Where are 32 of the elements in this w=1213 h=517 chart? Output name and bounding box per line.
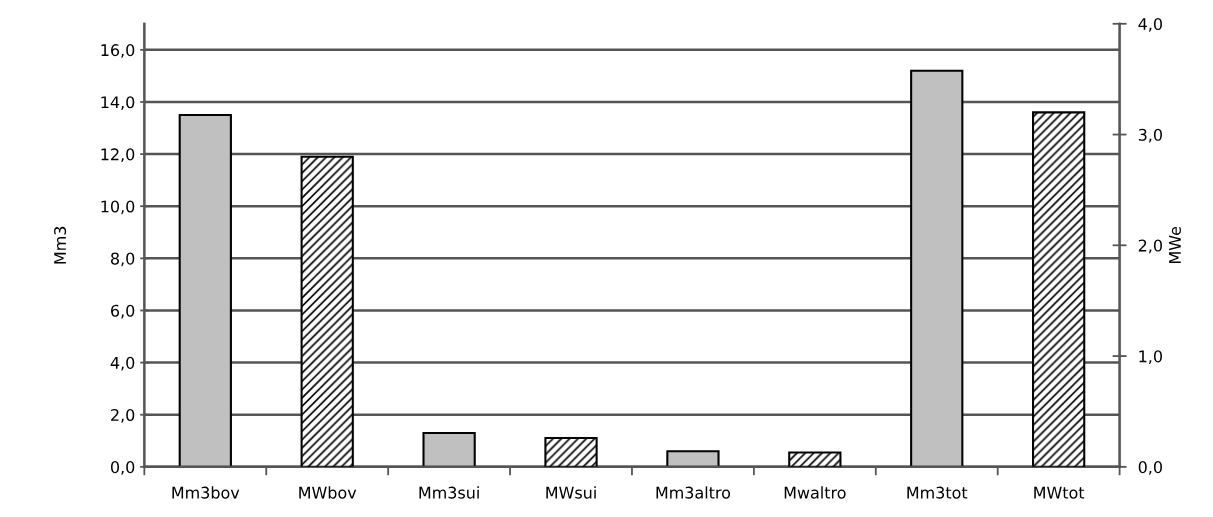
y-tick-label: 8,0: [111, 252, 135, 267]
bar: [1032, 111, 1086, 467]
y-tick-label: 2,0: [111, 408, 135, 423]
y2-tick-label: 1,0: [1139, 350, 1162, 365]
y-tick-label: 16,0: [101, 44, 135, 58]
y2-axis-title: MWe: [1169, 226, 1181, 263]
y-tick-label: 4,0: [110, 356, 135, 371]
bar: [788, 451, 842, 467]
x-tick-label: Mwaltro: [784, 486, 846, 499]
x-tick-label: MWsui: [546, 486, 596, 499]
bar: [544, 437, 598, 467]
y-tick-label: 0,0: [110, 461, 135, 475]
bar: [910, 69, 964, 467]
bar: [422, 431, 476, 467]
x-tick-label: Mm3sui: [419, 486, 479, 499]
x-tick-label: Mm3bov: [172, 486, 240, 499]
y-tick-label: 10,0: [101, 200, 135, 215]
x-tick-label: MWtot: [1034, 486, 1085, 499]
x-tick-label: Mm3altro: [656, 486, 731, 499]
y2-tick-label: 2,0: [1138, 239, 1162, 254]
y2-tick-label: 3,0: [1138, 128, 1162, 143]
x-tick-label: Mm3tot: [907, 486, 968, 499]
y-tick-label: 12,0: [101, 148, 135, 163]
y-axis-title: Mm3: [54, 226, 67, 264]
y-tick-label: 6,0: [111, 304, 135, 319]
y-tick-label: 14,0: [101, 96, 135, 110]
y2-tick-label: 0,0: [1138, 461, 1162, 475]
bar: [666, 450, 720, 467]
x-tick-label: MWbov: [299, 486, 357, 499]
bar: [178, 113, 232, 467]
y2-tick-label: 4,0: [1138, 18, 1162, 32]
bar: [300, 155, 354, 467]
